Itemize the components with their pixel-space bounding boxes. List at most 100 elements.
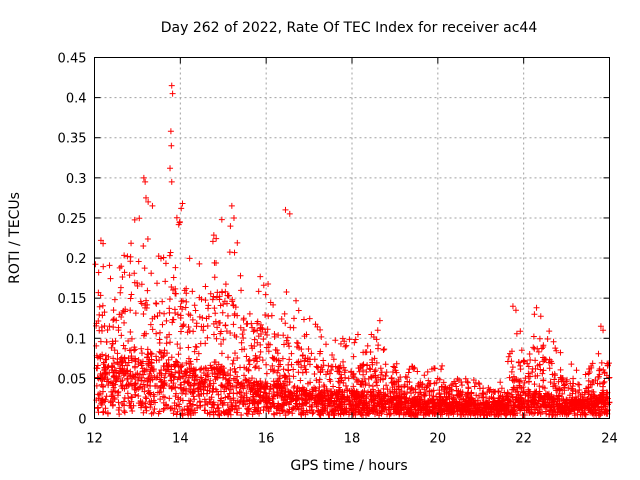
roti-point <box>186 365 193 372</box>
roti-point <box>331 412 338 419</box>
roti-point <box>247 397 254 404</box>
roti-point <box>102 352 109 359</box>
roti-point <box>103 338 110 345</box>
roti-point <box>373 378 380 385</box>
roti-point <box>172 309 179 316</box>
roti-point <box>138 377 145 384</box>
roti-point <box>246 397 253 404</box>
roti-point <box>144 287 151 294</box>
roti-point <box>282 320 289 327</box>
roti-point <box>257 407 264 414</box>
roti-point <box>242 376 249 383</box>
roti-point <box>104 326 111 333</box>
roti-point <box>140 174 147 181</box>
roti-point <box>549 412 556 419</box>
roti-point <box>263 361 270 368</box>
roti-point <box>274 369 281 376</box>
roti-point <box>376 393 383 400</box>
roti-point <box>230 321 237 328</box>
roti-point <box>256 365 263 372</box>
roti-point <box>588 362 595 369</box>
roti-point <box>142 301 149 308</box>
roti-point <box>490 401 497 408</box>
roti-point <box>520 357 527 364</box>
roti-point <box>358 411 365 418</box>
roti-point <box>191 396 198 403</box>
roti-point <box>487 405 494 412</box>
roti-point <box>161 363 168 370</box>
roti-point <box>410 365 417 372</box>
roti-point <box>196 398 203 405</box>
roti-point <box>257 341 264 348</box>
roti-point <box>367 389 374 396</box>
roti-point <box>316 409 323 416</box>
roti-point <box>400 411 407 418</box>
roti-point <box>106 262 113 269</box>
roti-point <box>276 405 283 412</box>
roti-point <box>251 404 258 411</box>
roti-point <box>530 344 537 351</box>
roti-point <box>160 254 167 261</box>
roti-point <box>522 375 529 382</box>
roti-point <box>212 318 219 325</box>
roti-point <box>352 336 359 343</box>
roti-point <box>146 390 153 397</box>
roti-point <box>325 362 332 369</box>
roti-point <box>157 370 164 377</box>
roti-point <box>454 404 461 411</box>
roti-point <box>293 297 300 304</box>
roti-point <box>569 383 576 390</box>
roti-point <box>178 381 185 388</box>
roti-point <box>95 269 102 276</box>
roti-point <box>464 379 471 386</box>
roti-point <box>504 399 511 406</box>
roti-point <box>170 410 177 417</box>
roti-point <box>99 327 106 334</box>
roti-point <box>601 409 608 416</box>
roti-point <box>223 383 230 390</box>
roti-point <box>220 336 227 343</box>
roti-point <box>215 404 222 411</box>
roti-point <box>291 315 298 322</box>
chart-title: Day 262 of 2022, Rate Of TEC Index for r… <box>161 20 538 36</box>
roti-point <box>575 381 582 388</box>
roti-point <box>125 355 132 362</box>
roti-point <box>117 284 124 291</box>
roti-point <box>239 331 246 338</box>
roti-point <box>511 385 518 392</box>
roti-point <box>140 381 147 388</box>
roti-point <box>138 362 145 369</box>
roti-point <box>99 375 106 382</box>
roti-point <box>213 335 220 342</box>
roti-point <box>467 399 474 406</box>
roti-point <box>232 304 239 311</box>
roti-point <box>418 391 425 398</box>
roti-point <box>462 400 469 407</box>
roti-point <box>433 379 440 386</box>
roti-point <box>239 400 246 407</box>
roti-point <box>346 336 353 343</box>
roti-point <box>350 353 357 360</box>
roti-point <box>261 403 268 410</box>
roti-point <box>421 372 428 379</box>
roti-point <box>144 382 151 389</box>
roti-point <box>101 364 108 371</box>
roti-point <box>586 369 593 376</box>
roti-point <box>219 400 226 407</box>
roti-point <box>545 390 552 397</box>
roti-point <box>142 403 149 410</box>
roti-point <box>255 288 262 295</box>
roti-point <box>360 381 367 388</box>
roti-point <box>184 409 191 416</box>
roti-point <box>280 380 287 387</box>
roti-point <box>335 378 342 385</box>
roti-point <box>537 403 544 410</box>
x-tick-label: 20 <box>430 432 447 447</box>
roti-point <box>372 374 379 381</box>
roti-point <box>202 407 209 414</box>
roti-point <box>167 339 174 346</box>
roti-point <box>285 367 292 374</box>
roti-point <box>132 371 139 378</box>
roti-point <box>211 359 218 366</box>
y-tick-label: 0.1 <box>66 332 87 347</box>
